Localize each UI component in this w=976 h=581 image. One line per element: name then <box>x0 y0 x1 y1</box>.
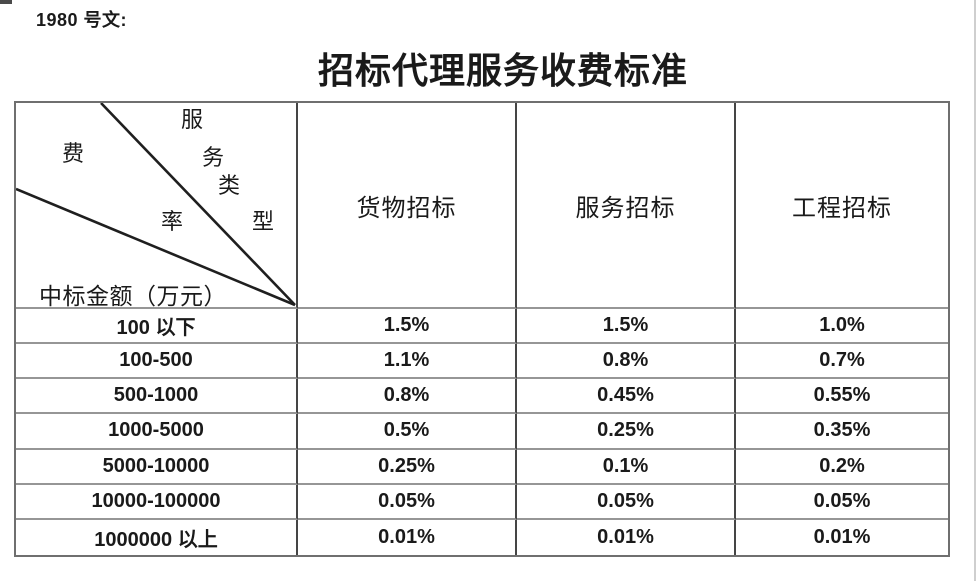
column-header-goods: 货物招标 <box>298 103 517 309</box>
document-ref-label: 1980 号文: <box>36 10 128 30</box>
fee-rate-value: 1.0% <box>736 309 948 345</box>
fee-rate-value: 0.7% <box>736 344 948 380</box>
fee-rate-value: 0.01% <box>517 519 736 555</box>
scan-corner-artifact <box>0 0 12 4</box>
row-range-label: 1000000 以上 <box>16 519 298 555</box>
column-header-services: 服务招标 <box>517 103 736 309</box>
row-range-label: 10000-100000 <box>16 484 298 520</box>
corner-label-service-type-char: 型 <box>252 209 275 234</box>
row-range-label: 100 以下 <box>16 309 298 345</box>
fee-rate-value: 0.01% <box>298 519 517 555</box>
fee-rate-value: 1.5% <box>517 309 736 345</box>
page-right-edge <box>974 0 976 581</box>
fee-rate-value: 1.1% <box>298 344 517 380</box>
table-corner-cell: 服 务 类 型 费 率 中标金额（万元） <box>16 103 298 309</box>
fee-rate-value: 1.5% <box>298 309 517 345</box>
fee-standard-table: 服 务 类 型 费 率 中标金额（万元） 货物招标 服务招标 工程招标 100 … <box>14 101 950 557</box>
fee-rate-value: 0.05% <box>517 484 736 520</box>
corner-diagonal-lines <box>16 103 296 307</box>
corner-label-bid-amount: 中标金额（万元） <box>39 284 227 309</box>
row-range-label: 500-1000 <box>16 379 298 415</box>
fee-rate-value: 0.25% <box>298 449 517 485</box>
fee-rate-value: 0.2% <box>736 450 948 485</box>
column-header-engineering: 工程招标 <box>736 103 948 309</box>
row-range-label: 5000-10000 <box>16 449 298 485</box>
corner-label-rate-char: 费 <box>62 141 85 166</box>
corner-label-service-type-char: 务 <box>202 145 225 170</box>
corner-label-service-type-char: 服 <box>181 107 204 132</box>
fee-rate-value: 0.05% <box>736 485 948 520</box>
fee-rate-value: 0.05% <box>298 484 517 520</box>
fee-rate-value: 0.45% <box>517 379 736 415</box>
row-range-label: 1000-5000 <box>16 414 298 450</box>
corner-label-rate-char: 率 <box>161 209 184 234</box>
fee-rate-value: 0.01% <box>813 525 871 548</box>
page-title: 招标代理服务收费标准 <box>317 51 688 91</box>
fee-rate-value: 0.8% <box>298 379 517 415</box>
row-range-label: 100-500 <box>16 344 298 380</box>
fee-rate-value: 0.55% <box>736 379 948 415</box>
corner-label-service-type-char: 类 <box>218 173 241 198</box>
fee-rate-value: 0.5% <box>298 414 517 450</box>
fee-rate-value: 0.8% <box>517 344 736 380</box>
fee-rate-value: 0.1% <box>517 449 736 485</box>
fee-rate-value: 0.25% <box>517 414 736 450</box>
fee-rate-value: 0.35% <box>736 414 948 450</box>
